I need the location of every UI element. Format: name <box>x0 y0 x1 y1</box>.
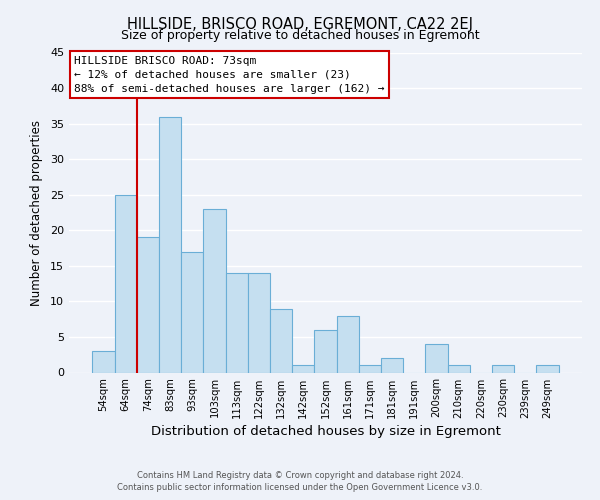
Bar <box>337 316 359 372</box>
Bar <box>137 238 159 372</box>
Bar <box>314 330 337 372</box>
Bar <box>448 366 470 372</box>
Bar <box>359 366 381 372</box>
Text: Size of property relative to detached houses in Egremont: Size of property relative to detached ho… <box>121 29 479 42</box>
Y-axis label: Number of detached properties: Number of detached properties <box>30 120 43 306</box>
Bar <box>115 194 137 372</box>
Bar <box>226 273 248 372</box>
Text: Contains HM Land Registry data © Crown copyright and database right 2024.
Contai: Contains HM Land Registry data © Crown c… <box>118 471 482 492</box>
Bar <box>381 358 403 372</box>
Bar <box>536 366 559 372</box>
Bar <box>159 116 181 372</box>
Bar <box>425 344 448 372</box>
Bar <box>492 366 514 372</box>
Bar <box>292 366 314 372</box>
Bar <box>92 351 115 372</box>
Text: HILLSIDE BRISCO ROAD: 73sqm
← 12% of detached houses are smaller (23)
88% of sem: HILLSIDE BRISCO ROAD: 73sqm ← 12% of det… <box>74 56 385 94</box>
Bar <box>248 273 270 372</box>
Bar <box>203 209 226 372</box>
Bar <box>181 252 203 372</box>
Text: HILLSIDE, BRISCO ROAD, EGREMONT, CA22 2EJ: HILLSIDE, BRISCO ROAD, EGREMONT, CA22 2E… <box>127 18 473 32</box>
X-axis label: Distribution of detached houses by size in Egremont: Distribution of detached houses by size … <box>151 424 500 438</box>
Bar <box>270 308 292 372</box>
